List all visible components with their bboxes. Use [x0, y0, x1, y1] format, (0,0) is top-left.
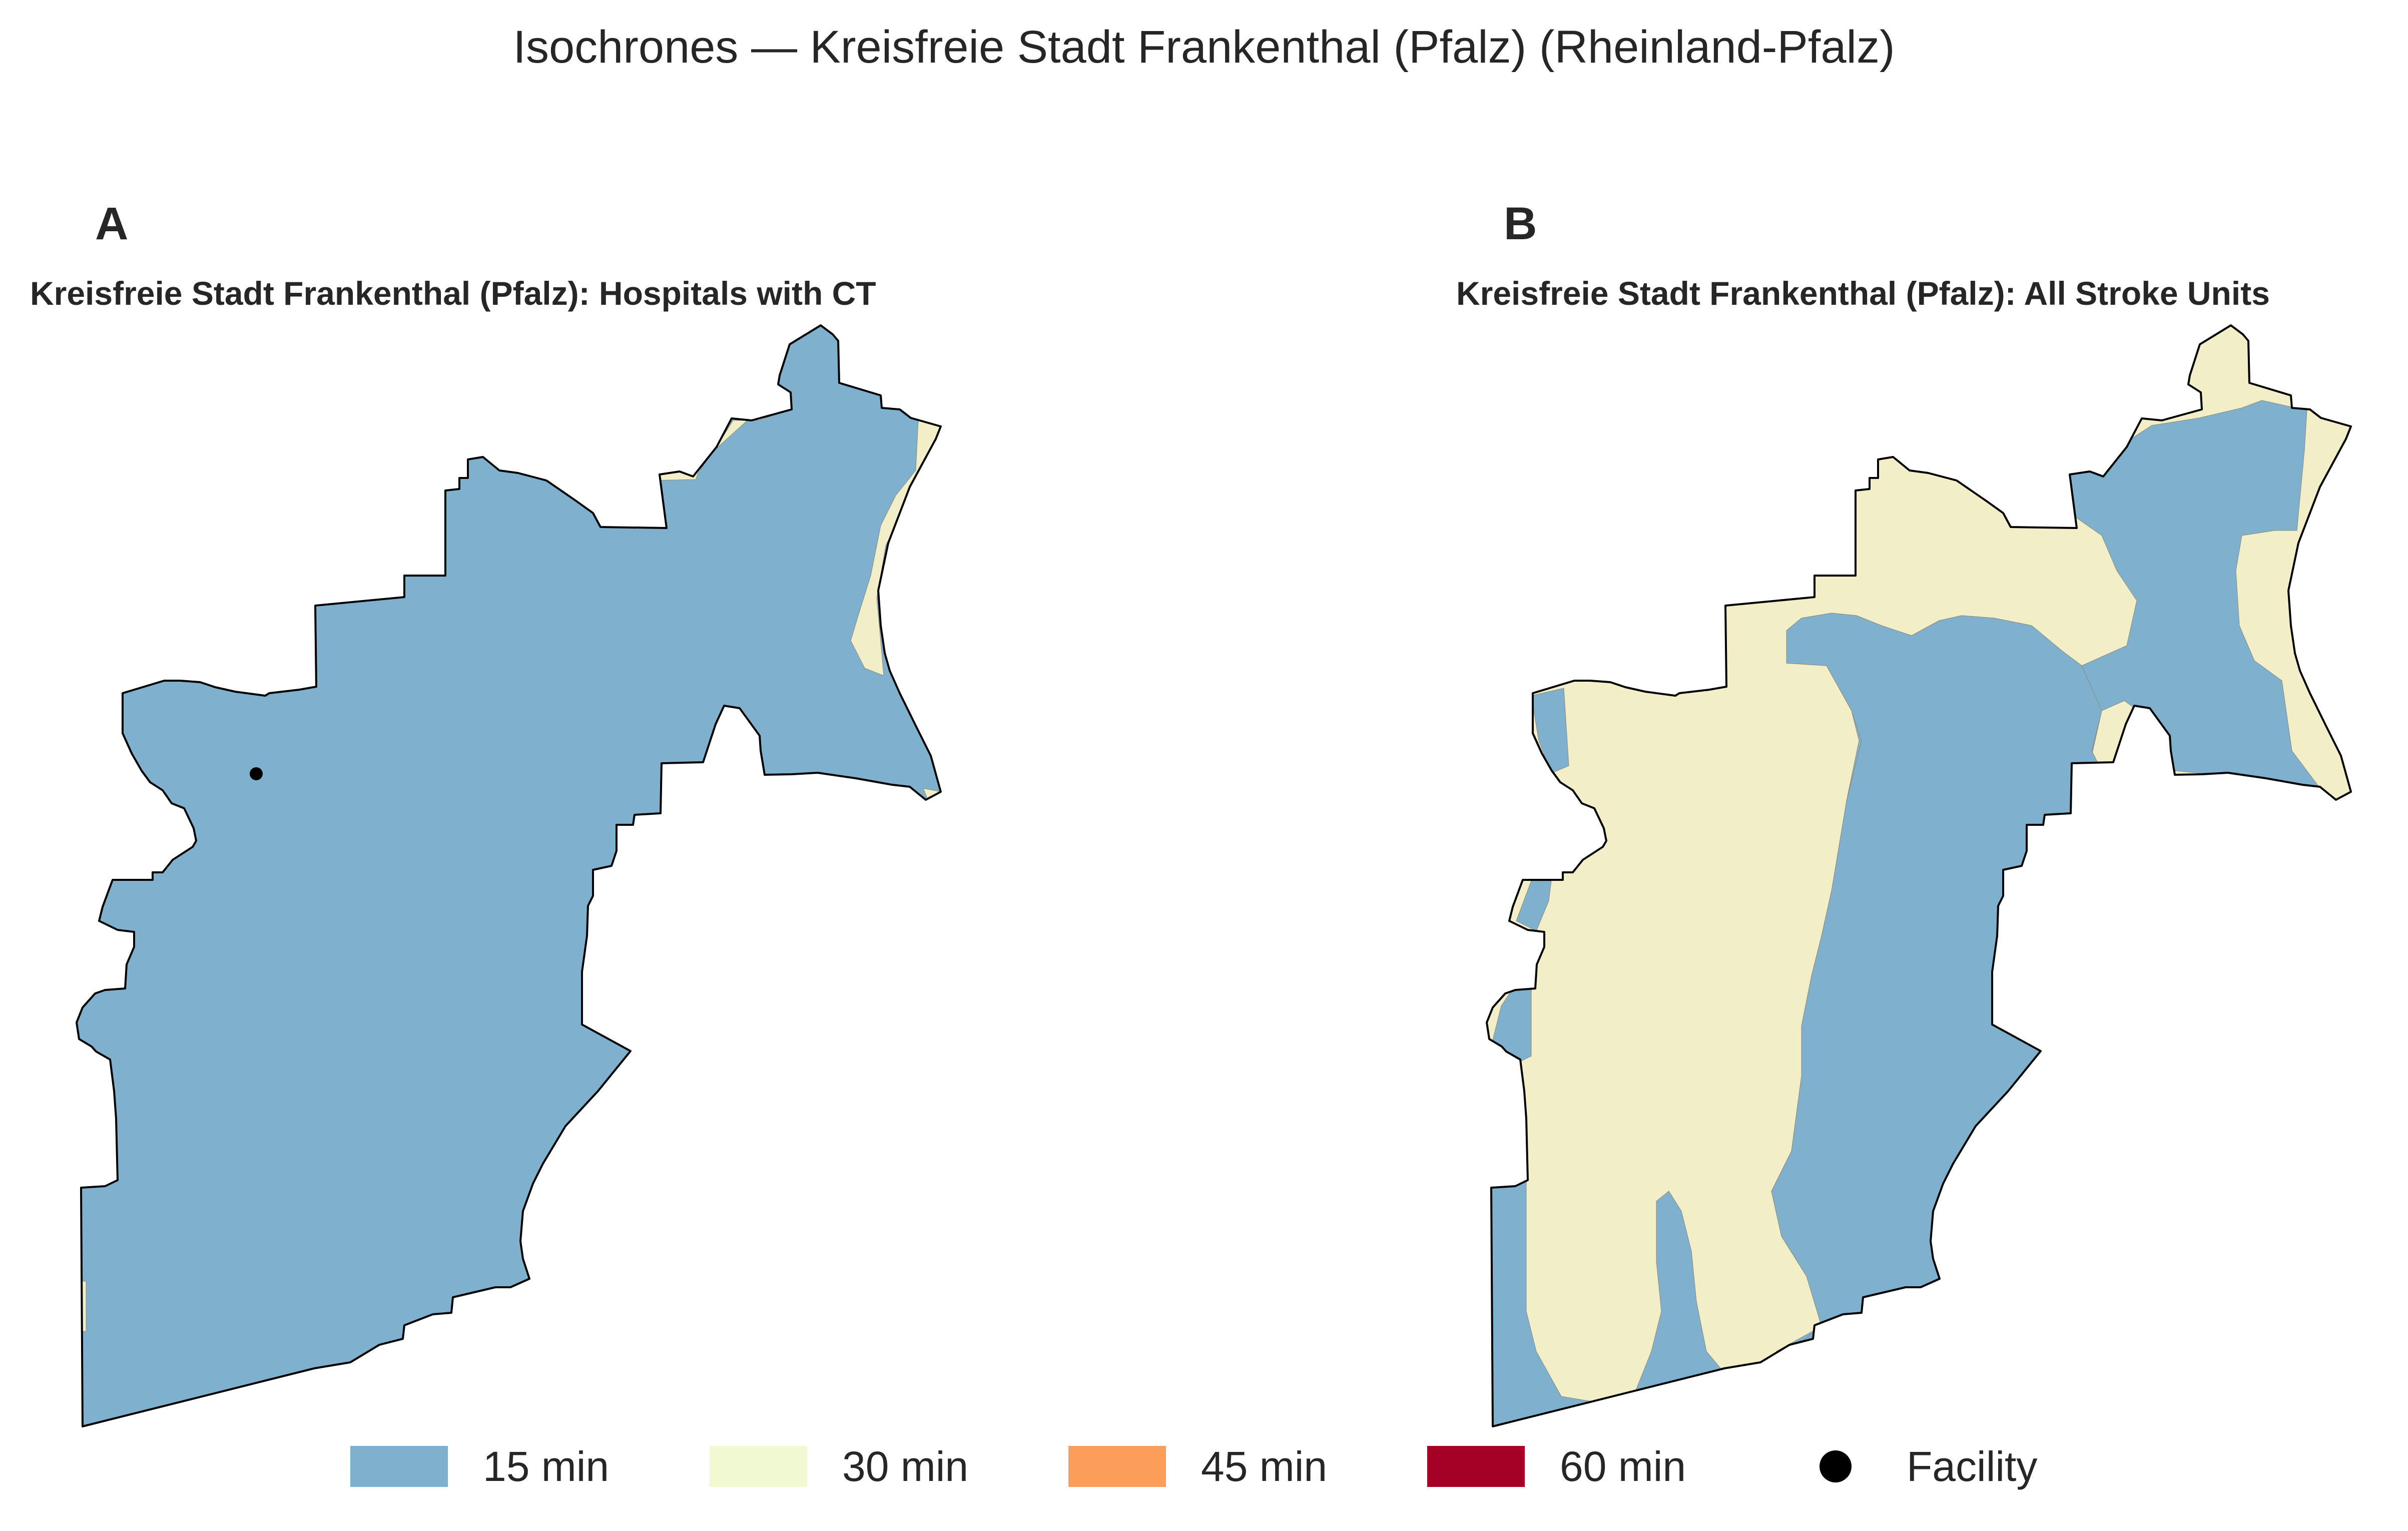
legend-item-60min: 60 min — [1427, 1436, 1686, 1496]
legend-label-15min: 15 min — [483, 1442, 610, 1490]
boundary-a — [76, 324, 942, 1427]
facility-marker — [250, 767, 263, 780]
legend-item-facility: Facility — [1786, 1436, 2037, 1496]
panel-a-letter: A — [95, 198, 129, 249]
zone-a-30min-southwest — [77, 1281, 87, 1332]
legend-item-45min: 45 min — [1068, 1436, 1327, 1496]
zone-b-15min-west-notch — [1531, 688, 1569, 774]
map-b — [1486, 324, 2352, 1427]
panel-a-title: Kreisfreie Stadt Frankenthal (Pfalz): Ho… — [30, 275, 876, 312]
zone-b-15min-west-strip — [1487, 1181, 1592, 1426]
legend-item-30min: 30 min — [710, 1436, 968, 1496]
map-a — [76, 324, 942, 1427]
legend-swatch-30min — [710, 1446, 807, 1487]
legend-swatch-45min — [1068, 1446, 1166, 1487]
legend-swatch-15min — [350, 1446, 448, 1487]
legend-label-facility: Facility — [1907, 1442, 2038, 1490]
boundary-b — [1486, 324, 2352, 1427]
legend-label-60min: 60 min — [1560, 1442, 1686, 1490]
figure-title: Isochrones — Kreisfreie Stadt Frankentha… — [513, 22, 1895, 73]
legend-label-30min: 30 min — [842, 1442, 969, 1490]
zone-b-15min-west-upper — [1516, 880, 1552, 931]
legend-label-45min: 45 min — [1201, 1442, 1328, 1490]
legend-swatch-60min — [1427, 1446, 1525, 1487]
legend-facility-dot-icon — [1820, 1450, 1852, 1482]
legend: 15 min 30 min 45 min 60 min Facility — [0, 1436, 2408, 1496]
panel-b-letter: B — [1504, 198, 1537, 249]
panel-b-title: Kreisfreie Stadt Frankenthal (Pfalz): Al… — [1456, 275, 2270, 312]
legend-item-15min: 15 min — [350, 1436, 609, 1496]
zone-b-15min-west-mid — [1491, 980, 1532, 1062]
